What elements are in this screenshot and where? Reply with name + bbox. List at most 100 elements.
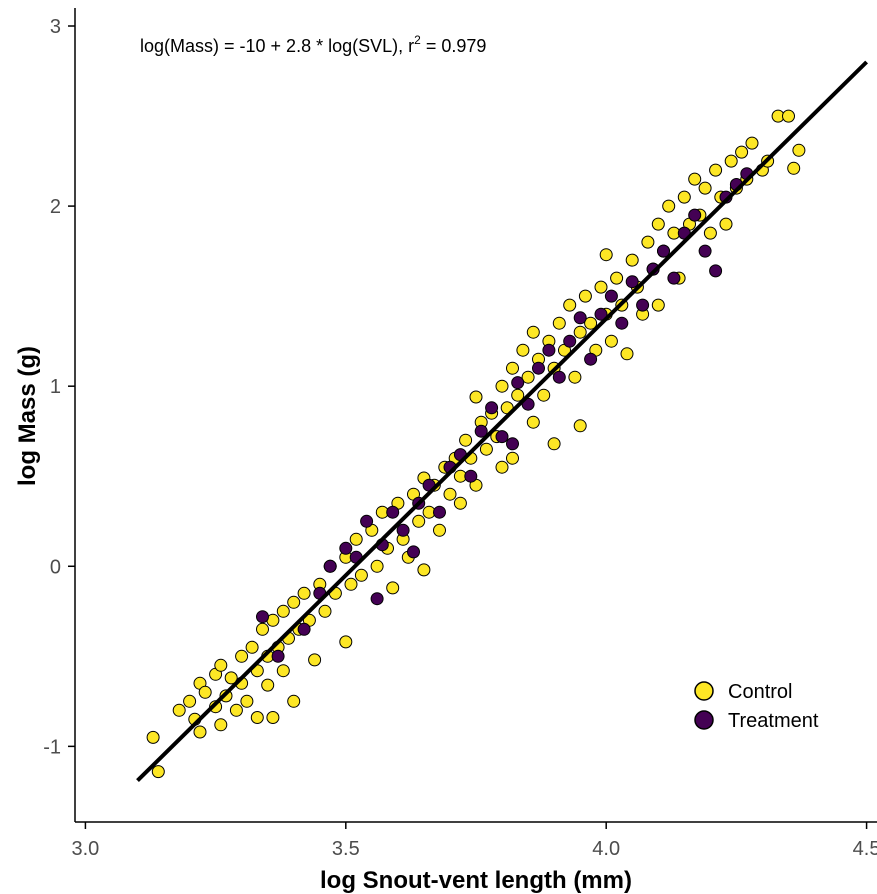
point-control-121 (709, 163, 723, 177)
y-tick-label-2: 1 (50, 376, 61, 398)
y-tick-label-3: 2 (50, 196, 61, 218)
point-treatment-5 (339, 541, 353, 555)
point-control-14 (229, 703, 243, 717)
point-treatment-37 (657, 244, 670, 258)
point-control-81 (526, 325, 540, 339)
point-treatment-1 (271, 649, 285, 663)
point-control-37 (318, 604, 332, 618)
point-treatment-18 (464, 469, 478, 483)
point-control-97 (594, 280, 608, 294)
point-control-92 (573, 325, 587, 339)
point-control-94 (578, 289, 592, 303)
point-control-100 (604, 334, 618, 348)
point-treatment-8 (370, 592, 384, 606)
point-treatment-28 (563, 334, 577, 348)
point-treatment-7 (360, 514, 374, 528)
point-control-82 (526, 415, 540, 429)
point-control-44 (354, 568, 368, 582)
point-control-93 (573, 419, 587, 433)
y-tick-label-0: -1 (43, 736, 61, 758)
point-control-33 (297, 586, 311, 600)
point-control-74 (495, 460, 509, 474)
point-treatment-25 (532, 361, 545, 375)
point-control-9 (209, 700, 223, 714)
point-control-88 (552, 316, 566, 330)
point-control-132 (782, 109, 795, 123)
point-control-95 (584, 316, 598, 330)
point-control-13 (224, 671, 238, 685)
point-control-49 (386, 581, 400, 595)
point-control-101 (610, 271, 624, 285)
point-treatment-11 (396, 523, 410, 537)
point-control-10 (214, 658, 228, 672)
point-control-65 (459, 433, 473, 447)
point-control-46 (370, 559, 384, 573)
point-treatment-33 (615, 316, 629, 330)
legend-marker-control (694, 681, 714, 701)
points-layer (146, 109, 806, 779)
legend: Control Treatment (694, 681, 819, 732)
point-treatment-38 (667, 271, 681, 285)
point-control-126 (735, 145, 749, 159)
point-control-18 (245, 640, 259, 654)
point-control-59 (433, 523, 446, 537)
legend-label-control: Control (728, 681, 792, 703)
point-control-1 (151, 765, 165, 779)
x-tick-label-1: 3.5 (332, 838, 360, 860)
point-treatment-12 (407, 545, 420, 559)
point-treatment-22 (506, 437, 519, 451)
point-control-77 (506, 451, 519, 465)
point-treatment-15 (433, 505, 446, 519)
point-control-103 (620, 347, 634, 361)
point-treatment-41 (698, 244, 712, 258)
point-control-133 (787, 161, 801, 175)
point-control-107 (641, 235, 655, 249)
point-control-17 (240, 694, 254, 708)
x-tick-label-0: 3.0 (72, 838, 100, 860)
point-control-7 (198, 685, 212, 699)
point-control-84 (537, 388, 551, 402)
legend-label-treatment: Treatment (728, 710, 819, 732)
point-control-28 (276, 664, 290, 678)
point-control-73 (495, 379, 509, 393)
point-control-134 (792, 143, 806, 157)
point-treatment-30 (584, 352, 598, 366)
point-control-61 (443, 487, 457, 501)
point-treatment-42 (709, 264, 723, 278)
point-control-128 (745, 136, 759, 150)
point-control-91 (568, 370, 582, 384)
point-treatment-31 (594, 307, 608, 321)
point-treatment-10 (386, 505, 400, 519)
point-treatment-27 (552, 370, 566, 384)
point-control-42 (344, 577, 358, 591)
point-control-11 (214, 718, 228, 732)
point-control-15 (235, 649, 249, 663)
point-control-110 (651, 298, 665, 312)
regression-equation: log(Mass) = -10 + 2.8 * log(SVL), r2 = 0… (140, 33, 486, 56)
point-treatment-29 (573, 311, 587, 325)
point-control-112 (662, 199, 676, 213)
point-control-30 (287, 595, 301, 609)
point-control-41 (339, 635, 353, 649)
point-control-119 (698, 181, 712, 195)
regression-line (136, 60, 869, 783)
point-treatment-19 (474, 424, 488, 438)
point-control-43 (349, 532, 363, 546)
x-tick-label-2: 4.0 (592, 838, 620, 860)
x-axis-title: log Snout-vent length (mm) (320, 867, 632, 894)
point-treatment-0 (256, 610, 269, 624)
point-control-27 (276, 604, 290, 618)
equation-main: log(Mass) = -10 + 2.8 * log(SVL), r (140, 36, 414, 56)
point-control-78 (511, 388, 525, 402)
point-treatment-35 (636, 298, 650, 312)
point-control-120 (703, 226, 717, 240)
point-treatment-32 (604, 289, 618, 303)
point-treatment-4 (323, 559, 337, 573)
point-control-56 (417, 563, 431, 577)
point-control-99 (599, 248, 613, 262)
point-control-123 (719, 217, 733, 231)
point-control-115 (677, 190, 691, 204)
y-axis-title: log Mass (g) (14, 346, 41, 486)
equation-superscript: 2 (414, 33, 421, 47)
legend-marker-treatment (694, 710, 714, 730)
